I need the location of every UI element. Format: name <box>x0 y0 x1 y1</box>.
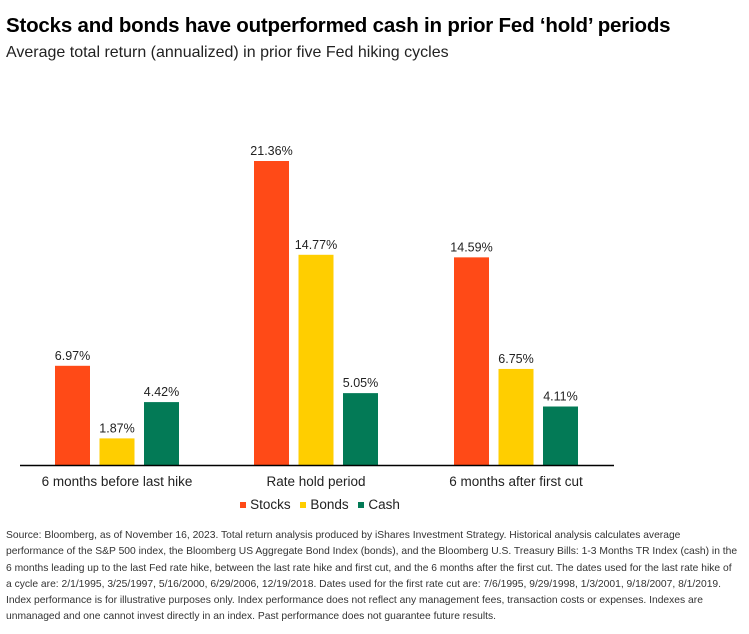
chart-legend: Stocks Bonds Cash <box>0 497 640 512</box>
chart-title: Stocks and bonds have outperformed cash … <box>6 14 671 37</box>
legend-swatch-stocks <box>240 502 247 508</box>
data-label-stocks-after-first-cut: 14.59% <box>450 240 492 254</box>
chart-subtitle: Average total return (annualized) in pri… <box>6 44 449 61</box>
data-label-bonds-after-first-cut: 6.75% <box>498 352 533 366</box>
x-tick-label-rate-hold-period: Rate hold period <box>266 474 365 489</box>
source-footnote: Source: Bloomberg, as of November 16, 20… <box>6 530 738 623</box>
data-label-cash-before-last-hike: 4.42% <box>144 385 179 399</box>
data-label-stocks-before-last-hike: 6.97% <box>55 349 90 363</box>
data-label-bonds-before-last-hike: 1.87% <box>99 421 134 435</box>
bar-stocks-after-first-cut <box>454 257 489 465</box>
data-label-cash-rate-hold-period: 5.05% <box>343 376 378 390</box>
x-tick-label-before-last-hike: 6 months before last hike <box>42 474 193 489</box>
x-tick-label-after-first-cut: 6 months after first cut <box>449 474 583 489</box>
bar-stocks-rate-hold-period <box>254 161 289 465</box>
bar-bonds-rate-hold-period <box>298 254 334 465</box>
bar-bonds-before-last-hike <box>99 438 135 465</box>
bar-bonds-after-first-cut <box>498 368 534 465</box>
legend-item-cash: Cash <box>358 497 400 512</box>
legend-swatch-cash <box>358 502 365 508</box>
legend-label-bonds: Bonds <box>310 497 349 512</box>
data-label-bonds-rate-hold-period: 14.77% <box>295 238 337 252</box>
data-label-cash-after-first-cut: 4.11% <box>543 390 578 404</box>
legend-label-cash: Cash <box>368 497 400 512</box>
bar-cash-rate-hold-period <box>343 393 378 465</box>
legend-swatch-bonds <box>300 502 307 508</box>
legend-label-stocks: Stocks <box>250 497 291 512</box>
bar-cash-before-last-hike <box>144 402 179 465</box>
legend-item-bonds: Bonds <box>300 497 349 512</box>
bar-cash-after-first-cut <box>543 406 578 465</box>
legend-item-stocks: Stocks <box>240 497 291 512</box>
bar-stocks-before-last-hike <box>55 365 90 465</box>
data-label-stocks-rate-hold-period: 21.36% <box>250 144 292 158</box>
